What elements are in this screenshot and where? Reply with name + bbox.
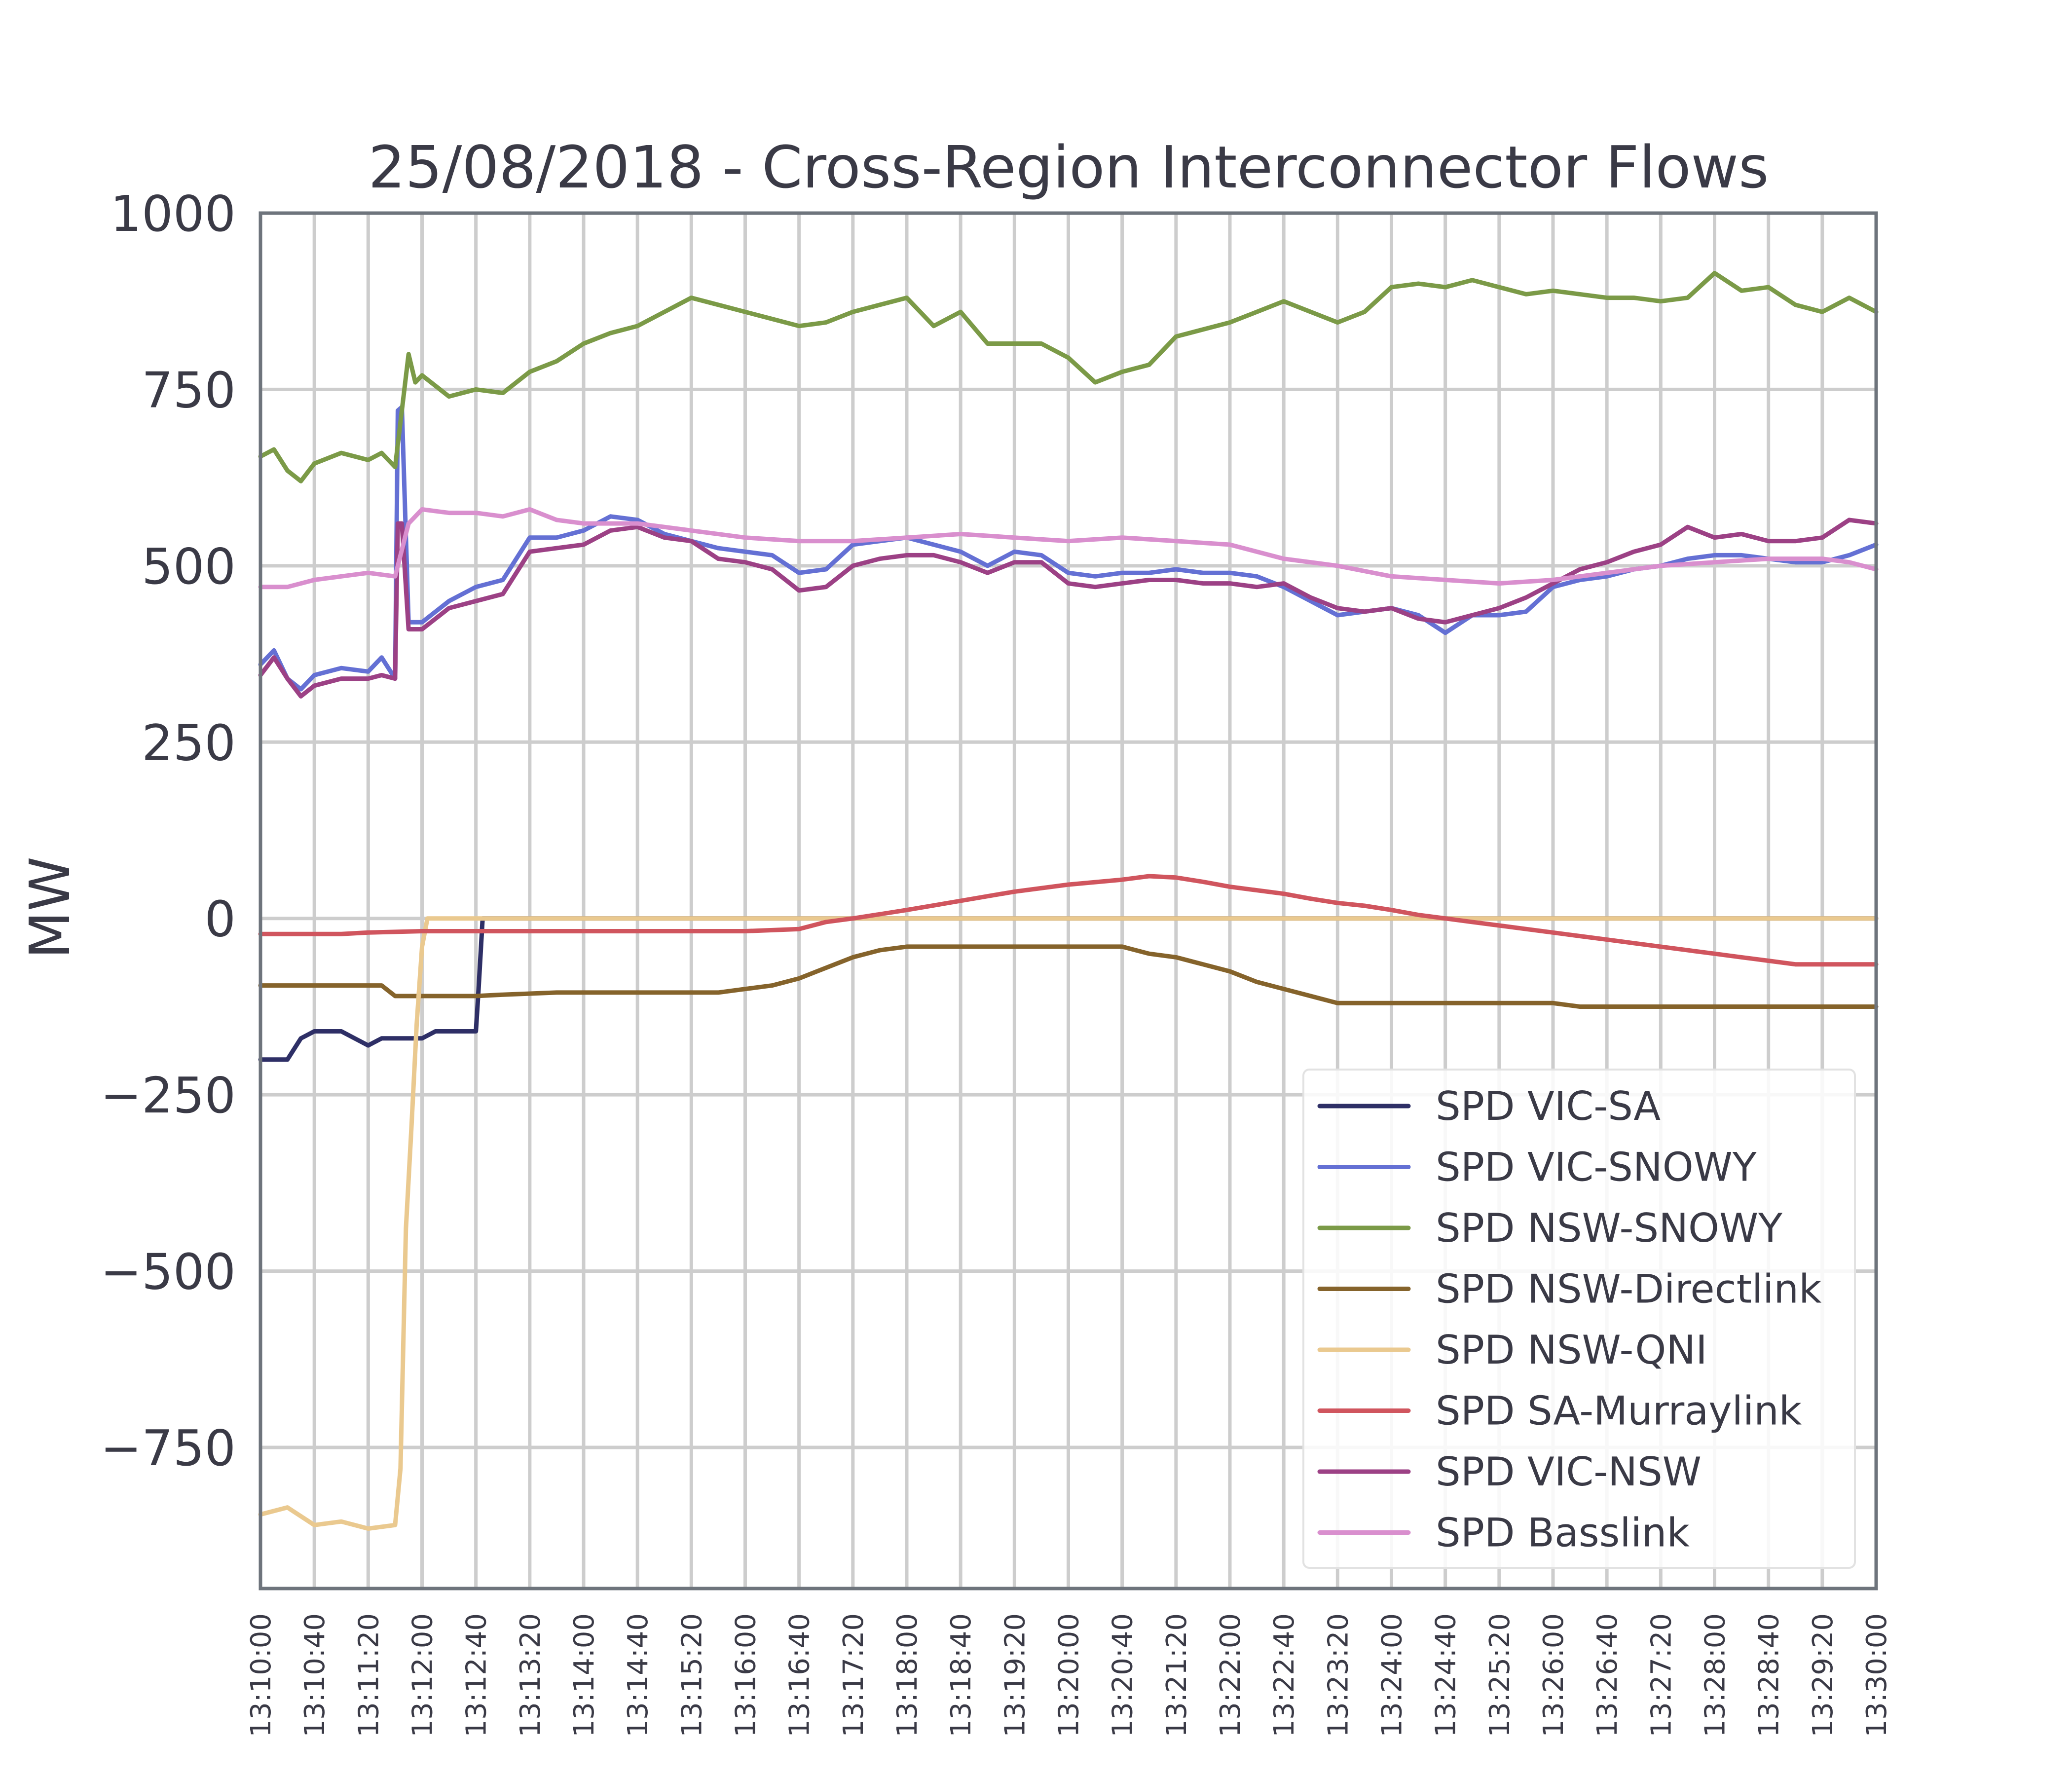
x-axis-ticks: 13:10:00 13:10:40 13:11:20 13:12:00 13:12:40… — [245, 1613, 1893, 1738]
x-tick-label: 13:24:40 — [1430, 1613, 1462, 1738]
x-tick-label: 13:18:40 — [945, 1613, 977, 1738]
x-tick-label: 13:10:40 — [299, 1613, 331, 1738]
chart-title: 25/08/2018 - Cross-Region Interconnector… — [368, 133, 1769, 201]
x-tick-label: 13:22:00 — [1215, 1613, 1247, 1738]
legend: SPD VIC-SA SPD VIC-SNOWY SPD NSW-SNOWY SPD … — [1302, 1069, 1856, 1569]
x-tick-label: 13:29:20 — [1807, 1613, 1839, 1738]
x-tick-label: 13:24:00 — [1376, 1613, 1408, 1738]
x-tick-label: 13:14:40 — [622, 1613, 654, 1738]
x-tick-label: 13:14:00 — [568, 1613, 600, 1738]
series-line-spd-basslink — [258, 507, 1879, 590]
legend-label-spd-nsw-directlink: SPD NSW-Directlink — [1436, 1266, 1822, 1312]
y-tick-label: 0 — [204, 890, 236, 948]
x-tick-label: 13:10:00 — [245, 1613, 277, 1738]
y-tick-label: 750 — [142, 361, 236, 419]
legend-label-spd-nsw-snowy: SPD NSW-SNOWY — [1436, 1205, 1783, 1251]
x-tick-label: 13:23:20 — [1322, 1613, 1354, 1738]
x-tick-label: 13:17:20 — [838, 1613, 870, 1738]
x-tick-label: 13:30:00 — [1861, 1613, 1893, 1738]
y-tick-label: −500 — [100, 1243, 236, 1301]
legend-label-spd-vic-nsw: SPD VIC-NSW — [1436, 1449, 1702, 1495]
series-line-spd-sa-murraylink — [258, 874, 1879, 967]
y-tick-label: −250 — [100, 1067, 236, 1124]
x-tick-label: 13:16:00 — [730, 1613, 762, 1738]
x-tick-label: 13:20:40 — [1107, 1613, 1139, 1738]
series-line-spd-nsw-snowy — [258, 271, 1879, 483]
y-axis-label: MW — [18, 856, 82, 959]
x-tick-label: 13:12:00 — [407, 1613, 439, 1738]
x-tick-label: 13:13:20 — [515, 1613, 547, 1738]
x-tick-label: 13:25:20 — [1484, 1613, 1516, 1738]
series-lines — [258, 271, 1879, 1531]
y-tick-label: −750 — [100, 1419, 236, 1477]
legend-box — [1302, 1069, 1856, 1569]
y-tick-label: 250 — [142, 714, 236, 772]
x-tick-label: 13:15:20 — [676, 1613, 708, 1738]
series-line-spd-vic-nsw — [258, 518, 1879, 699]
legend-entries: SPD VIC-SA SPD VIC-SNOWY SPD NSW-SNOWY SPD … — [1317, 1083, 1822, 1556]
legend-label-spd-sa-murraylink: SPD SA-Murraylink — [1436, 1388, 1802, 1434]
x-tick-label: 13:28:40 — [1753, 1613, 1785, 1738]
x-tick-label: 13:26:40 — [1591, 1613, 1624, 1738]
legend-label-spd-vic-sa: SPD VIC-SA — [1436, 1083, 1661, 1129]
plot-frame — [259, 211, 1878, 1591]
x-tick-label: 13:19:20 — [999, 1613, 1031, 1738]
x-tick-label: 13:21:20 — [1161, 1613, 1193, 1738]
x-tick-label: 13:12:40 — [461, 1613, 493, 1738]
x-tick-label: 13:16:40 — [784, 1613, 816, 1738]
x-tick-label: 13:20:00 — [1053, 1613, 1085, 1738]
y-tick-label: 500 — [142, 538, 236, 595]
y-axis-ticks: 1000 750 500 250 0 −250 −500 −750 — [100, 185, 236, 1477]
x-tick-label: 13:28:00 — [1700, 1613, 1732, 1738]
x-tick-label: 13:11:20 — [353, 1613, 385, 1738]
series-line-spd-nsw-directlink — [258, 944, 1879, 1009]
legend-label-spd-nsw-qni: SPD NSW-QNI — [1436, 1327, 1707, 1373]
x-tick-label: 13:27:20 — [1645, 1613, 1677, 1738]
x-tick-label: 13:22:40 — [1268, 1613, 1300, 1738]
x-tick-label: 13:26:00 — [1538, 1613, 1570, 1738]
legend-label-spd-vic-snowy: SPD VIC-SNOWY — [1436, 1145, 1757, 1190]
legend-label-spd-basslink: SPD Basslink — [1436, 1510, 1690, 1556]
x-tick-label: 13:18:00 — [891, 1613, 924, 1738]
y-tick-label: 1000 — [111, 185, 236, 243]
series-line-spd-nsw-qni — [258, 916, 1879, 1531]
